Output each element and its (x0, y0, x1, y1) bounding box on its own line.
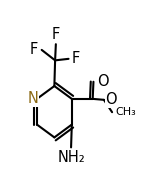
Text: F: F (72, 51, 80, 66)
Text: O: O (97, 74, 109, 89)
Text: CH₃: CH₃ (115, 107, 136, 117)
Text: O: O (105, 92, 117, 107)
Text: NH₂: NH₂ (57, 150, 85, 165)
Text: F: F (52, 27, 60, 42)
Text: F: F (30, 42, 38, 57)
Text: N: N (28, 91, 39, 106)
